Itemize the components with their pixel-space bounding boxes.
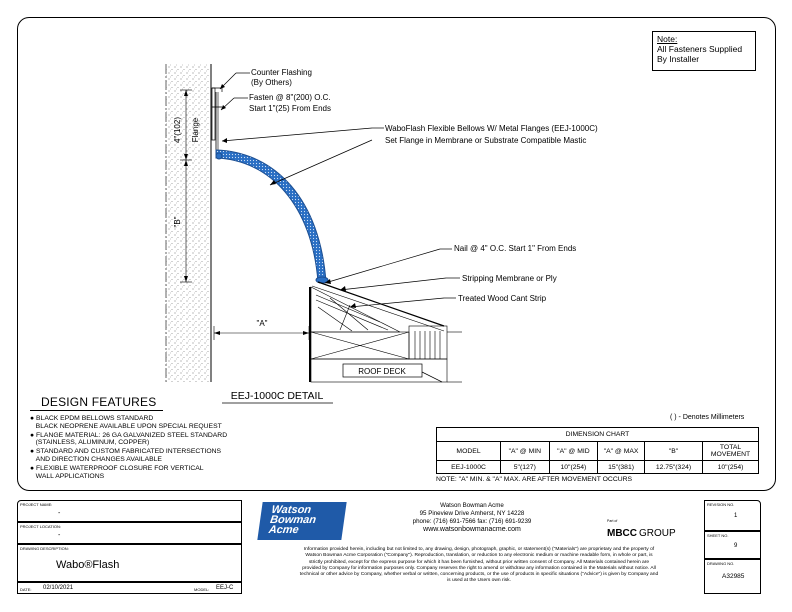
- company-info: Watson Bowman Acme 95 Pineview Drive Amh…: [387, 502, 557, 534]
- chart-header: "A" @ MAX: [597, 441, 645, 461]
- chart-cell: 12.75"(324): [643, 460, 704, 474]
- note-box: Note: All Fasteners Supplied By Installe…: [652, 31, 756, 71]
- disclaimer: Information provided herein, including b…: [299, 547, 659, 584]
- dim-b: "B": [173, 216, 182, 227]
- drawing-no-box: DRAWING NO. A32985: [704, 559, 761, 594]
- drawing-frame: [17, 17, 776, 491]
- chart-title: DIMENSION CHART: [436, 427, 759, 442]
- chart-note: NOTE: "A" MIN. & "A" MAX. ARE AFTER MOVE…: [436, 476, 633, 483]
- mbcc-group-logo: Part of MBCC GROUP: [607, 519, 676, 539]
- chart-cell: 5"(127): [500, 460, 550, 474]
- callout-counter-flashing: Counter Flashing: [251, 68, 312, 77]
- note-title: Note:: [657, 34, 678, 44]
- callout-set-flange: Set Flange in Membrane or Substrate Comp…: [385, 136, 586, 145]
- callout-stripping: Stripping Membrane or Ply: [462, 274, 557, 283]
- counter-flashing: [211, 87, 216, 141]
- chart-cell: 10"(254): [548, 460, 599, 474]
- chart-header: MODEL: [435, 441, 502, 461]
- title-block: PROJECT NAME: - PROJECT LOCATION: - DRAW…: [17, 497, 774, 599]
- callout-cant-strip: Treated Wood Cant Strip: [458, 294, 547, 303]
- feature-item: ● BLACK EPDM BELLOWS STANDARD BLACK NEOP…: [30, 415, 222, 430]
- dim-a: "A": [256, 319, 267, 328]
- concrete-wall: [166, 64, 211, 382]
- callout-waboflash: WaboFlash Flexible Bellows W/ Metal Flan…: [385, 124, 598, 133]
- dim-flange: Flange: [191, 117, 200, 142]
- bellows: [215, 149, 327, 283]
- design-features-heading: DESIGN FEATURES: [41, 395, 157, 409]
- project-name-box: PROJECT NAME: -: [17, 500, 242, 522]
- callout-nail: Nail @ 4" O.C. Start 1" From Ends: [454, 244, 576, 253]
- design-features: DESIGN FEATURES ● BLACK EPDM BELLOWS STA…: [30, 395, 360, 480]
- company-logo: Watson Bowman Acme: [257, 502, 347, 540]
- detail-drawing: 4"(102) Flange "B" "A" Counter Flashing …: [165, 64, 598, 404]
- drawing-desc-box: DRAWING DESCRIPTION: Wabo®Flash: [17, 544, 242, 582]
- feature-item: ● FLEXIBLE WATERPROOF CLOSURE FOR VERTIC…: [30, 464, 204, 480]
- drawing-description: Wabo®Flash: [56, 559, 120, 571]
- feature-item: ● STANDARD AND CUSTOM FABRICATED INTERSE…: [30, 448, 222, 463]
- cant-strip: [310, 286, 401, 333]
- chart-cell: 10"(254): [702, 460, 759, 474]
- note-line-1: All Fasteners Supplied: [657, 44, 743, 54]
- dim-four-inch: 4"(102): [173, 117, 182, 143]
- dimension-chart: DIMENSION CHART MODEL "A" @ MIN "A" @ MI…: [435, 427, 759, 483]
- project-location-box: PROJECT LOCATION: -: [17, 522, 242, 544]
- chart-header: "B": [643, 441, 704, 461]
- chart-cell: EEJ-1000C: [435, 460, 502, 474]
- callout-start: Start 1"(25) From Ends: [249, 104, 331, 113]
- date-box: DATE: 02/10/2021 MODEL: EEJ-C: [17, 582, 242, 594]
- mm-note: ( ) - Denotes Millimeters: [670, 414, 745, 421]
- chart-header: TOTAL MOVEMENT: [702, 441, 759, 461]
- roof-deck-label: ROOF DECK: [358, 367, 406, 376]
- detail-title: EEJ-1000C DETAIL: [231, 390, 324, 402]
- note-line-2: By Installer: [657, 54, 700, 64]
- chart-header: "A" @ MID: [548, 441, 599, 461]
- revision-box: REVISION NO. 1: [704, 500, 761, 531]
- sheet-box: SHEET NO. 9: [704, 531, 761, 559]
- wood-blocking: [310, 325, 462, 383]
- company-website[interactable]: www.watsonbowmanacme.com: [423, 526, 521, 533]
- callout-fasten: Fasten @ 8"(200) O.C.: [249, 93, 331, 102]
- callout-by-others: (By Others): [251, 78, 292, 87]
- feature-item: ● FLANGE MATERIAL: 26 GA GALVANIZED STEE…: [30, 431, 228, 447]
- chart-header: "A" @ MIN: [500, 441, 550, 461]
- chart-cell: 15"(381): [597, 460, 645, 474]
